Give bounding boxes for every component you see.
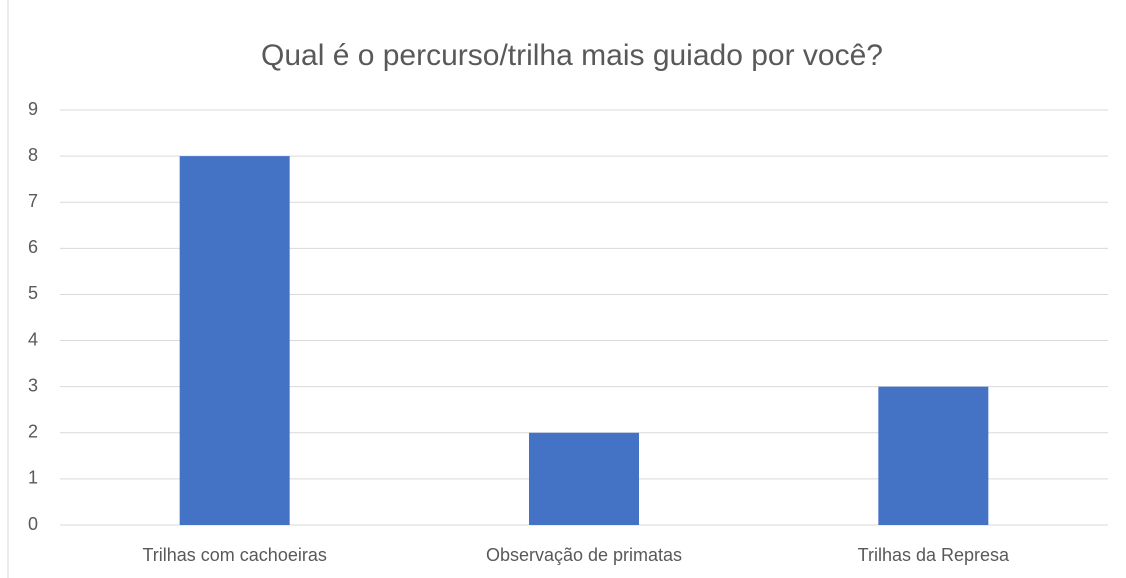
y-tick-label: 7 [28, 191, 38, 211]
y-tick-label: 0 [28, 514, 38, 534]
y-tick-label: 5 [28, 283, 38, 303]
y-tick-label: 6 [28, 237, 38, 257]
y-tick-label: 9 [28, 99, 38, 119]
y-tick-label: 3 [28, 375, 38, 395]
chart-title: Qual é o percurso/trilha mais guiado por… [261, 39, 883, 72]
bar [179, 156, 290, 525]
y-tick-label: 8 [28, 145, 38, 165]
x-tick-label: Observação de primatas [486, 545, 682, 565]
y-tick-label: 2 [28, 422, 38, 442]
y-tick-label: 4 [28, 329, 38, 349]
bar [878, 386, 989, 525]
bar [529, 432, 639, 525]
y-tick-label: 1 [28, 468, 38, 488]
x-tick-label: Trilhas com cachoeiras [142, 545, 326, 565]
x-tick-label: Trilhas da Represa [858, 545, 1010, 565]
